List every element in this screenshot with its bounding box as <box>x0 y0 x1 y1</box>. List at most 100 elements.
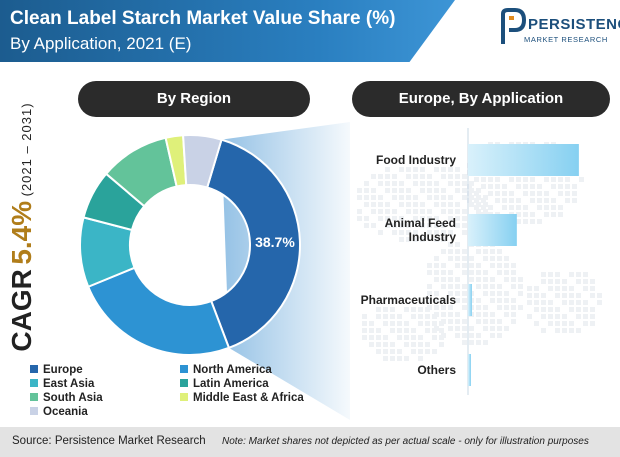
map-dot <box>390 321 395 326</box>
map-dot <box>371 223 376 228</box>
map-dot <box>576 328 581 333</box>
map-dot <box>462 263 467 268</box>
map-dot <box>434 223 439 228</box>
map-dot <box>448 202 453 207</box>
map-dot <box>448 181 453 186</box>
bar-animal-feed-industry <box>468 214 517 246</box>
map-dot <box>420 216 425 221</box>
map-dot <box>558 212 563 217</box>
legend-label: Oceania <box>43 406 88 418</box>
map-dot <box>562 321 567 326</box>
map-dot <box>406 188 411 193</box>
map-dot <box>378 195 383 200</box>
map-dot <box>504 298 509 303</box>
map-dot <box>390 356 395 361</box>
map-dot <box>425 321 430 326</box>
map-dot <box>502 198 507 203</box>
map-dot <box>455 249 460 254</box>
map-dot <box>504 312 509 317</box>
map-dot <box>462 298 467 303</box>
map-dot <box>483 326 488 331</box>
map-dot <box>383 321 388 326</box>
map-dot <box>376 342 381 347</box>
map-dot <box>434 216 439 221</box>
map-dot <box>516 219 521 224</box>
map-dot <box>385 188 390 193</box>
map-dot <box>579 177 584 182</box>
map-dot <box>548 272 553 277</box>
map-dot <box>427 298 432 303</box>
map-dot <box>364 223 369 228</box>
map-dot <box>404 307 409 312</box>
map-dot <box>551 205 556 210</box>
map-dot <box>432 321 437 326</box>
map-dot <box>530 191 535 196</box>
map-dot <box>448 174 453 179</box>
map-dot <box>583 314 588 319</box>
map-dot <box>376 349 381 354</box>
map-dot <box>404 321 409 326</box>
map-dot <box>511 270 516 275</box>
map-dot <box>490 249 495 254</box>
map-dot <box>476 209 481 214</box>
map-dot <box>406 209 411 214</box>
map-dot <box>558 184 563 189</box>
map-dot <box>404 356 409 361</box>
map-dot <box>597 293 602 298</box>
map-dot <box>504 291 509 296</box>
map-dot <box>413 181 418 186</box>
map-dot <box>397 356 402 361</box>
map-dot <box>385 181 390 186</box>
map-dot <box>385 202 390 207</box>
map-dot <box>413 195 418 200</box>
map-dot <box>462 188 467 193</box>
map-dot <box>555 314 560 319</box>
map-dot <box>376 307 381 312</box>
map-dot <box>425 328 430 333</box>
donut-slice-europe <box>205 138 301 350</box>
map-dot <box>490 277 495 282</box>
map-dot <box>490 333 495 338</box>
map-dot <box>476 305 481 310</box>
map-dot <box>467 184 472 189</box>
map-dot <box>455 319 460 324</box>
donut-data-label: 38.7% <box>255 234 295 250</box>
map-dot <box>441 174 446 179</box>
map-dot <box>397 335 402 340</box>
map-dot <box>448 230 453 235</box>
map-dot <box>406 202 411 207</box>
map-dot <box>469 256 474 261</box>
map-dot <box>565 184 570 189</box>
map-dot <box>476 340 481 345</box>
donut-slice-north-america <box>86 266 231 356</box>
map-dot <box>476 319 481 324</box>
map-dot <box>441 312 446 317</box>
legend-item-latin-america: Latin America <box>180 378 269 390</box>
map-dot <box>572 198 577 203</box>
map-dot <box>467 191 472 196</box>
map-dot <box>562 286 567 291</box>
map-dot <box>418 314 423 319</box>
map-dot <box>509 205 514 210</box>
map-dot <box>476 249 481 254</box>
map-dot <box>590 293 595 298</box>
chart-subtitle: By Application, 2021 (E) <box>10 34 192 53</box>
map-dot <box>583 321 588 326</box>
map-dot <box>590 279 595 284</box>
map-dot <box>530 177 535 182</box>
map-dot <box>469 188 474 193</box>
map-dot <box>392 223 397 228</box>
map-dot <box>434 167 439 172</box>
bar-category-label: Animal Feed <box>385 216 456 230</box>
map-dot <box>504 263 509 268</box>
map-dot <box>476 298 481 303</box>
map-dot <box>483 305 488 310</box>
map-dot <box>455 333 460 338</box>
map-dot <box>541 314 546 319</box>
map-dot <box>462 181 467 186</box>
bar-category-label: Industry <box>409 230 457 244</box>
map-dot <box>434 188 439 193</box>
map-dot <box>390 342 395 347</box>
map-dot <box>518 284 523 289</box>
bar-category-label: Pharmaceuticals <box>361 293 457 307</box>
